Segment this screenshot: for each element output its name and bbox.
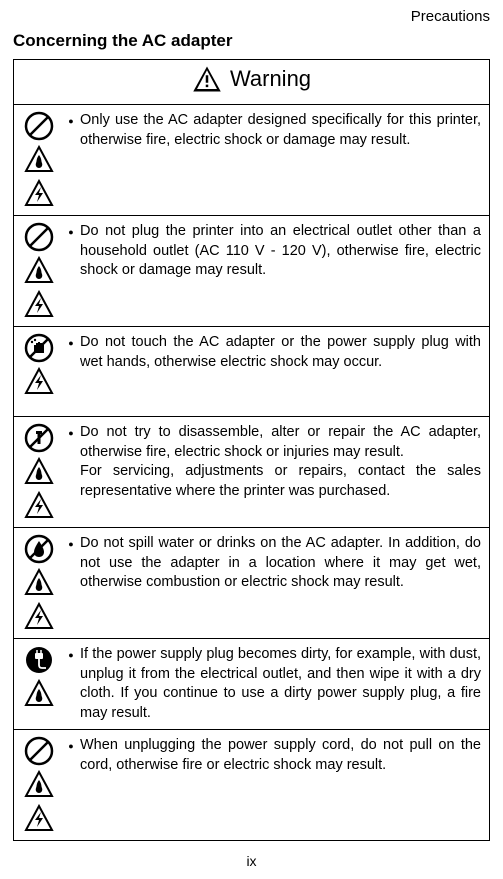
fire-icon xyxy=(24,457,54,487)
warning-label: Warning xyxy=(230,66,311,92)
text-column: ●Only use the AC adapter designed specif… xyxy=(58,111,481,209)
bullet-item: ●Do not try to disassemble, alter or rep… xyxy=(62,423,481,501)
bullet-text: Do not spill water or drinks on the AC a… xyxy=(80,534,481,593)
text-column: ●Do not touch the AC adapter or the powe… xyxy=(58,333,481,410)
wet-hand-icon xyxy=(24,333,54,363)
fire-icon xyxy=(24,770,54,800)
bullet-text: Do not touch the AC adapter or the power… xyxy=(80,333,481,372)
bullet-marker: ● xyxy=(62,423,80,501)
page: Precautions Concerning the AC adapter Wa… xyxy=(0,0,503,879)
warning-row: ●Do not touch the AC adapter or the powe… xyxy=(14,327,489,417)
bullet-marker: ● xyxy=(62,111,80,150)
bullet-item: ●If the power supply plug becomes dirty,… xyxy=(62,645,481,723)
bullet-item: ●Do not touch the AC adapter or the powe… xyxy=(62,333,481,372)
bullet-text: Only use the AC adapter designed specifi… xyxy=(80,111,481,150)
bullet-text: When unplugging the power supply cord, d… xyxy=(80,736,481,775)
text-column: ●Do not spill water or drinks on the AC … xyxy=(58,534,481,632)
icon-column xyxy=(20,423,58,521)
shock-icon xyxy=(24,179,54,209)
bullet-marker: ● xyxy=(62,333,80,372)
icon-column xyxy=(20,333,58,410)
bullet-marker: ● xyxy=(62,736,80,775)
fire-icon xyxy=(24,145,54,175)
bullet-item: ●Do not spill water or drinks on the AC … xyxy=(62,534,481,593)
icon-column xyxy=(20,222,58,320)
text-column: ●Do not try to disassemble, alter or rep… xyxy=(58,423,481,521)
icon-column xyxy=(20,645,58,723)
text-column: ●Do not plug the printer into an electri… xyxy=(58,222,481,320)
prohibit-icon xyxy=(24,111,54,141)
fire-icon xyxy=(24,679,54,709)
bullet-item: ●When unplugging the power supply cord, … xyxy=(62,736,481,775)
bullet-text: Do not plug the printer into an electric… xyxy=(80,222,481,281)
icon-column xyxy=(20,111,58,209)
bullet-marker: ● xyxy=(62,534,80,593)
text-column: ●If the power supply plug becomes dirty,… xyxy=(58,645,481,723)
warning-table: Warning ●Only use the AC adapter designe… xyxy=(13,59,490,841)
header-right: Precautions xyxy=(13,8,490,25)
shock-icon xyxy=(24,367,54,397)
shock-icon xyxy=(24,602,54,632)
shock-icon xyxy=(24,290,54,320)
page-number: ix xyxy=(13,853,490,869)
unplug-icon xyxy=(24,645,54,675)
icon-column xyxy=(20,736,58,834)
fire-icon xyxy=(24,568,54,598)
prohibit-icon xyxy=(24,736,54,766)
disassemble-icon xyxy=(24,423,54,453)
warning-row: ●Only use the AC adapter designed specif… xyxy=(14,105,489,216)
warning-row: ●If the power supply plug becomes dirty,… xyxy=(14,639,489,730)
prohibit-icon xyxy=(24,222,54,252)
bullet-item: ●Do not plug the printer into an electri… xyxy=(62,222,481,281)
bullet-text: If the power supply plug becomes dirty, … xyxy=(80,645,481,723)
shock-icon xyxy=(24,804,54,834)
fire-icon xyxy=(24,256,54,286)
icon-column xyxy=(20,534,58,632)
bullet-item: ●Only use the AC adapter designed specif… xyxy=(62,111,481,150)
warning-row: ●Do not try to disassemble, alter or rep… xyxy=(14,417,489,528)
warning-row: ●Do not plug the printer into an electri… xyxy=(14,216,489,327)
text-column: ●When unplugging the power supply cord, … xyxy=(58,736,481,834)
section-title: Concerning the AC adapter xyxy=(13,31,490,51)
water-icon xyxy=(24,534,54,564)
warning-row: ●Do not spill water or drinks on the AC … xyxy=(14,528,489,639)
shock-icon xyxy=(24,491,54,521)
warning-header: Warning xyxy=(14,60,489,105)
warning-row: ●When unplugging the power supply cord, … xyxy=(14,730,489,840)
bullet-marker: ● xyxy=(62,645,80,723)
warning-triangle-icon xyxy=(192,64,222,94)
bullet-marker: ● xyxy=(62,222,80,281)
bullet-text: Do not try to disassemble, alter or repa… xyxy=(80,423,481,501)
